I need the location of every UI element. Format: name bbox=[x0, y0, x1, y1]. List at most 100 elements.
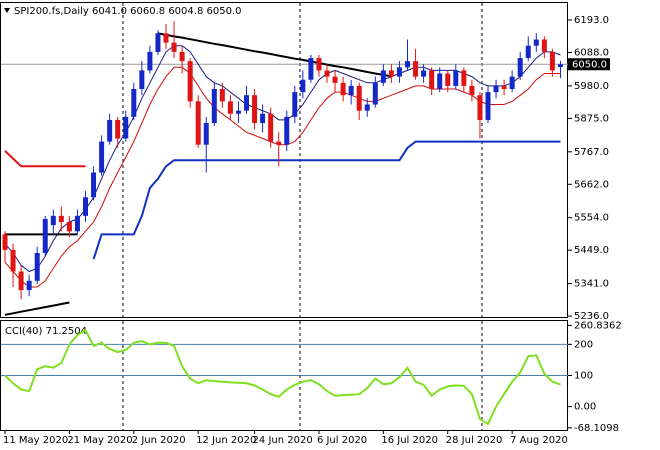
candle-body bbox=[18, 271, 24, 291]
y2-tick-label: 260.8362 bbox=[574, 320, 622, 331]
candle-body bbox=[445, 73, 451, 86]
indicator-line bbox=[4, 150, 86, 168]
candle-body bbox=[107, 119, 113, 142]
candle-body bbox=[300, 79, 306, 93]
candle-body bbox=[50, 215, 56, 226]
y2-tick-label: 100 bbox=[574, 371, 593, 382]
candle-body bbox=[83, 197, 88, 216]
candle-body bbox=[10, 249, 16, 272]
candle-body bbox=[380, 70, 386, 83]
candle-body bbox=[405, 61, 410, 68]
candle-body bbox=[187, 61, 193, 102]
candle-body bbox=[155, 33, 161, 52]
candle-body bbox=[485, 92, 491, 120]
y-tick-label: 5980.0 bbox=[574, 81, 609, 92]
x-tick-label: 7 Aug 2020 bbox=[510, 435, 568, 446]
candle-body bbox=[195, 101, 201, 145]
candle-body bbox=[388, 70, 394, 77]
y-tick-label: 5341.0 bbox=[574, 279, 609, 290]
candle-body bbox=[453, 70, 459, 86]
candle-body bbox=[437, 73, 443, 90]
candle-body bbox=[91, 172, 97, 198]
x-tick-label: 24 Jun 2020 bbox=[253, 435, 313, 446]
candle-body bbox=[211, 89, 217, 124]
candle-body bbox=[260, 113, 266, 124]
candle-body bbox=[557, 64, 563, 68]
candle-body bbox=[139, 70, 145, 90]
candle-body bbox=[413, 61, 419, 77]
candle-body bbox=[292, 92, 298, 117]
candle-body bbox=[533, 39, 539, 46]
candle-body bbox=[227, 101, 233, 114]
y2-tick-label: 200 bbox=[574, 339, 593, 350]
candle-body bbox=[2, 234, 8, 250]
candle-body bbox=[308, 58, 314, 80]
candle-body bbox=[244, 95, 249, 111]
candle-body bbox=[42, 218, 48, 253]
candle-body bbox=[316, 58, 322, 71]
candle-body bbox=[348, 85, 354, 96]
candle-body bbox=[525, 45, 531, 59]
candle-body bbox=[58, 215, 64, 223]
candle-body bbox=[147, 51, 153, 71]
y-tick-label: 5449.0 bbox=[574, 245, 609, 256]
indicator-line bbox=[4, 45, 561, 273]
candle-body bbox=[99, 141, 105, 173]
y-tick-label: 5236.0 bbox=[574, 311, 609, 322]
cci-title: CCI(40) 71.2504 bbox=[5, 326, 87, 337]
candle-body bbox=[235, 110, 241, 114]
x-tick-label: 6 Jul 2020 bbox=[317, 435, 367, 446]
candle-body bbox=[163, 33, 169, 43]
candle-body bbox=[364, 104, 370, 111]
candle-body bbox=[372, 82, 378, 105]
candle-body bbox=[493, 85, 499, 93]
y2-tick-label: 0.00 bbox=[574, 402, 596, 413]
candle-body bbox=[284, 116, 290, 145]
last-price-box bbox=[568, 58, 610, 71]
x-tick-label: 21 May 2020 bbox=[67, 435, 132, 446]
candle-body bbox=[203, 123, 209, 145]
last-price-label: 6050.0 bbox=[572, 59, 607, 70]
chart-title: SPI200.fs,Daily 6041.0 6060.8 6004.8 605… bbox=[14, 6, 241, 17]
indicator-line bbox=[92, 140, 561, 260]
candle-body bbox=[421, 70, 427, 77]
y-tick-label: 5875.0 bbox=[574, 113, 609, 124]
x-tick-label: 11 May 2020 bbox=[3, 435, 68, 446]
main-panel bbox=[0, 2, 568, 318]
indicator-line bbox=[4, 301, 70, 316]
indicator-line bbox=[157, 32, 392, 78]
indicator-line bbox=[4, 66, 561, 288]
y-tick-label: 5554.0 bbox=[574, 213, 609, 224]
candle-body bbox=[356, 85, 362, 111]
candle-body bbox=[517, 58, 523, 77]
candle-body bbox=[115, 119, 121, 139]
x-tick-label: 12 Jun 2020 bbox=[196, 435, 256, 446]
candle-body bbox=[66, 222, 72, 232]
candle-body bbox=[469, 85, 475, 96]
candle-body bbox=[219, 89, 225, 102]
candle-body bbox=[252, 95, 258, 124]
y-tick-label: 6193.0 bbox=[574, 15, 609, 26]
candle-body bbox=[332, 76, 338, 83]
cci-line bbox=[4, 328, 561, 426]
x-tick-label: 28 Jul 2020 bbox=[446, 435, 503, 446]
y-tick-label: 6088.0 bbox=[574, 47, 609, 58]
candle-body bbox=[477, 95, 483, 120]
candle-body bbox=[501, 85, 507, 90]
candle-body bbox=[509, 76, 515, 90]
candle-body bbox=[429, 70, 435, 90]
y2-tick-label: -68.1098 bbox=[574, 423, 619, 434]
y-tick-label: 5767.0 bbox=[574, 147, 609, 158]
candle-body bbox=[171, 42, 177, 52]
candle-body bbox=[179, 51, 185, 62]
candle-body bbox=[340, 82, 346, 96]
candle-body bbox=[34, 252, 40, 281]
candle-body bbox=[461, 70, 467, 86]
x-tick-label: 2 Jun 2020 bbox=[132, 435, 186, 446]
candle-body bbox=[74, 215, 80, 232]
y-tick-label: 5662.0 bbox=[574, 179, 609, 190]
title-marker bbox=[4, 8, 10, 13]
candle-body bbox=[549, 51, 555, 71]
candle-body bbox=[26, 280, 32, 291]
